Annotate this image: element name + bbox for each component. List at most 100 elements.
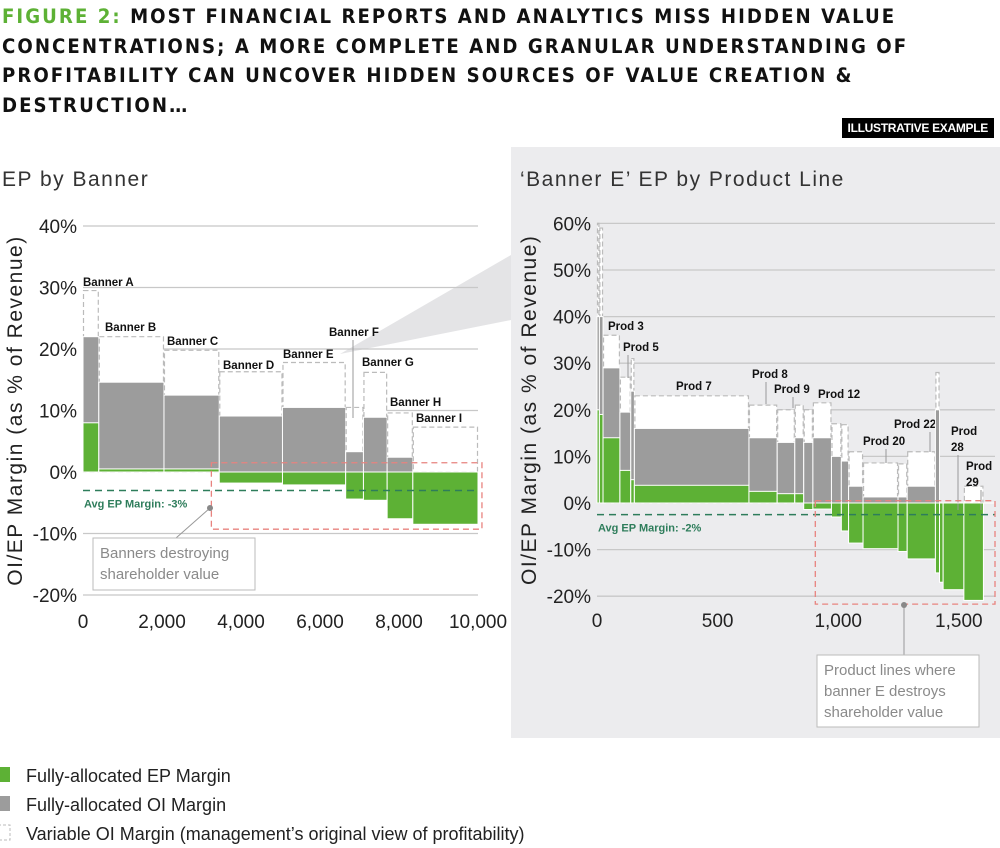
banner-x-tick: 4,000 bbox=[217, 612, 265, 633]
product-avg-ep-label: Avg EP Margin: -2% bbox=[598, 523, 702, 535]
product-callout-text: banner E destroys bbox=[824, 683, 946, 700]
product-y-tick: -10% bbox=[547, 541, 591, 562]
banner-x-tick: 8,000 bbox=[375, 612, 423, 633]
legend-label-1: Fully-allocated EP Margin bbox=[26, 766, 231, 786]
product-oi-bar bbox=[934, 409, 941, 504]
banner-oi-bar bbox=[386, 456, 414, 473]
legend-swatch-1 bbox=[0, 767, 10, 782]
product-x-tick: 500 bbox=[702, 611, 734, 632]
banner-callout-text: Banners destroying bbox=[100, 545, 229, 562]
product-oi-bar bbox=[830, 455, 842, 504]
banner-y-tick: 10% bbox=[39, 402, 77, 423]
banner-bar-label: Banner H bbox=[390, 397, 441, 409]
product-x-tick: 1,500 bbox=[935, 611, 983, 632]
product-ep-bar bbox=[862, 502, 899, 550]
product-bar-label: Prod 9 bbox=[774, 384, 810, 396]
banner-bar-label: Banner I bbox=[416, 413, 462, 425]
banner-bar-label: Banner B bbox=[105, 322, 156, 334]
product-bar-label: 29 bbox=[966, 477, 979, 489]
legend-label-2: Fully-allocated OI Margin bbox=[26, 795, 226, 815]
banner-y-tick: 40% bbox=[39, 217, 77, 238]
product-ep-bar bbox=[934, 502, 941, 574]
product-y-tick: 50% bbox=[553, 261, 591, 282]
figure-title: FIGURE 2: MOST FINANCIAL REPORTS AND ANA… bbox=[2, 2, 923, 120]
banner-callout-text: shareholder value bbox=[100, 566, 219, 583]
product-callout-box bbox=[816, 654, 980, 728]
product-ep-bar bbox=[619, 469, 632, 504]
banner-y-axis-label: OI/EP Margin (as % of Revenue) bbox=[4, 235, 27, 585]
figure-title-text: MOST FINANCIAL REPORTS AND ANALYTICS MIS… bbox=[2, 5, 909, 117]
product-oi-bar bbox=[897, 496, 908, 504]
banner-y-tick: -20% bbox=[33, 586, 77, 607]
product-callout-text: Product lines where bbox=[824, 662, 956, 679]
product-ep-bar bbox=[776, 493, 796, 504]
product-x-tick: 0 bbox=[592, 611, 603, 632]
product-bar-label: Prod 3 bbox=[608, 321, 644, 333]
banner-oi-bar bbox=[345, 451, 364, 473]
product-ep-bar bbox=[848, 502, 864, 544]
banner-ep-bar bbox=[82, 422, 100, 473]
banner-bar-label: Banner G bbox=[362, 357, 414, 369]
banner-y-tick: 20% bbox=[39, 340, 77, 361]
banner-chart: EP by Banner 40% 30% 20% 10% 0% -10% -20%0 2,000… bbox=[2, 168, 507, 633]
banner-ep-bar bbox=[281, 471, 347, 486]
banner-y-tick: 0% bbox=[50, 463, 78, 484]
banner-x-tick: 0 bbox=[78, 612, 89, 633]
product-bar-label: 28 bbox=[951, 442, 964, 454]
banner-ep-bar bbox=[345, 471, 364, 500]
banner-oi-bar bbox=[163, 394, 220, 473]
product-y-tick: 0% bbox=[564, 494, 592, 515]
product-ep-bar bbox=[963, 502, 984, 601]
banner-x-tick: 6,000 bbox=[296, 612, 344, 633]
banner-x-tick: 2,000 bbox=[138, 612, 186, 633]
zoom-wedge bbox=[340, 255, 511, 354]
product-y-tick: 10% bbox=[553, 447, 591, 468]
product-ep-bar bbox=[939, 502, 944, 583]
product-ep-bar bbox=[633, 484, 750, 504]
banner-oi-bar bbox=[362, 416, 388, 473]
product-ep-bar bbox=[602, 437, 621, 504]
product-y-tick: 20% bbox=[553, 401, 591, 422]
banner-variable-oi-bar bbox=[412, 426, 479, 473]
banner-avg-ep-label: Avg EP Margin: -3% bbox=[84, 498, 188, 510]
product-chart: ‘Banner E’ EP by Product Line 60% 50% 40% 30… bbox=[518, 168, 996, 728]
product-ep-bar bbox=[803, 502, 814, 511]
product-bar-label: Prod 22 bbox=[894, 419, 936, 431]
product-bar-label: Prod 7 bbox=[676, 381, 712, 393]
product-ep-bar bbox=[906, 502, 936, 560]
product-oi-bar bbox=[803, 441, 814, 504]
banner-ep-bar bbox=[386, 471, 414, 520]
product-ep-bar bbox=[630, 479, 635, 504]
product-oi-bar bbox=[840, 460, 850, 504]
banner-bar-label: Banner C bbox=[167, 336, 218, 348]
illustrative-badge: ILLUSTRATIVE EXAMPLE bbox=[841, 118, 994, 138]
product-y-tick: 60% bbox=[553, 214, 591, 235]
product-ep-bar bbox=[598, 413, 604, 504]
product-bar-label: Prod 12 bbox=[818, 389, 860, 401]
product-oi-bar bbox=[812, 437, 832, 504]
legend-label-3: Variable OI Margin (management’s origina… bbox=[26, 824, 525, 844]
product-y-tick: -20% bbox=[547, 587, 591, 608]
banner-highlight-box bbox=[210, 462, 483, 530]
product-callout-text: shareholder value bbox=[824, 704, 943, 721]
banner-ep-bar bbox=[218, 471, 283, 484]
product-y-tick: 30% bbox=[553, 354, 591, 375]
legend-swatch-3 bbox=[0, 824, 11, 841]
banner-bar-label: Banner F bbox=[329, 327, 379, 339]
banner-chart-title: EP by Banner bbox=[2, 168, 149, 191]
product-ep-bar bbox=[840, 502, 850, 532]
product-bar-label: Prod bbox=[966, 461, 992, 473]
product-ep-bar bbox=[748, 490, 778, 504]
product-bar-label: Prod 5 bbox=[623, 342, 659, 354]
product-ep-bar bbox=[794, 493, 805, 504]
product-callout-dot bbox=[901, 602, 907, 608]
product-oi-bar bbox=[862, 496, 899, 504]
figure-label: FIGURE 2: bbox=[2, 5, 122, 28]
product-bar-label: Prod 8 bbox=[752, 369, 788, 381]
product-x-tick: 1,000 bbox=[814, 611, 862, 632]
product-variable-oi-bar bbox=[862, 462, 899, 504]
legend-swatch-2 bbox=[0, 796, 10, 811]
banner-x-tick: 10,000 bbox=[449, 612, 507, 633]
product-bar-label: Prod bbox=[951, 426, 977, 438]
